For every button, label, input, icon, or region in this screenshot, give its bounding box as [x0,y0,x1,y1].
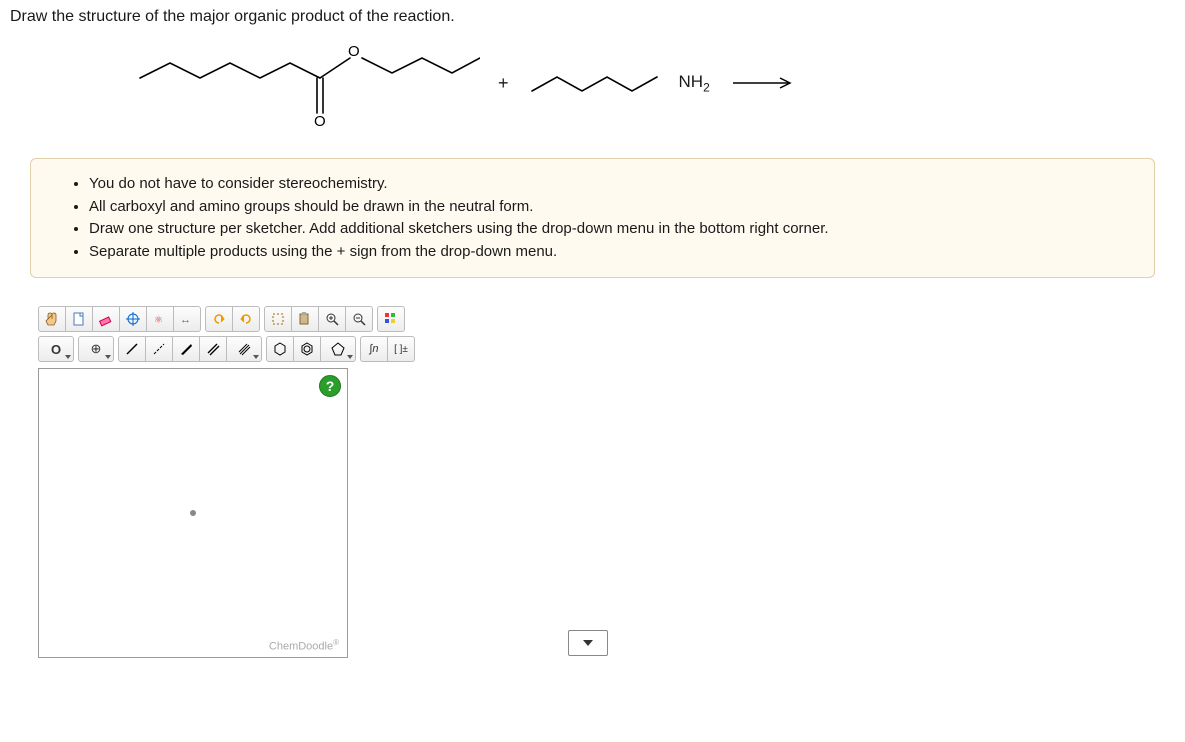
charge-tool-icon[interactable]: [ ]± [387,336,415,362]
amine-label: NH2 [679,72,710,94]
benzene-icon[interactable] [293,336,321,362]
add-sketcher-dropdown[interactable] [568,630,608,656]
add-atom-button[interactable]: ⊕ [78,336,114,362]
flip-icon[interactable]: ↔ [173,306,201,332]
amine-structure [527,63,677,103]
question-prompt: Draw the structure of the major organic … [10,8,1175,26]
triple-bond-icon[interactable] [226,336,262,362]
instruction-item: All carboxyl and amino groups should be … [89,196,1136,219]
reaction-arrow [728,73,798,93]
reaction-scheme: O O + NH2 [10,38,1175,128]
svg-text:O: O [314,113,326,128]
toolbar-row-2: O ⊕ ∫n [ ]± [38,336,618,362]
eraser-icon[interactable] [92,306,120,332]
sketcher-area: ⚛ ↔ O ⊕ ∫n [38,306,618,658]
help-button[interactable]: ? [319,375,341,397]
instruction-item: Draw one structure per sketcher. Add add… [89,218,1136,241]
redo-icon[interactable] [232,306,260,332]
svg-text:O: O [348,43,360,60]
chemdoodle-watermark: ChemDoodle® [269,638,339,653]
chevron-down-icon [583,640,593,646]
zoom-out-icon[interactable] [345,306,373,332]
toolbar-row-1: ⚛ ↔ [38,306,618,332]
cyclopentane-icon[interactable] [320,336,356,362]
undo-icon[interactable] [205,306,233,332]
chain-tool-icon[interactable]: ∫n [360,336,388,362]
color-icon[interactable] [377,306,405,332]
cyclohexane-icon[interactable] [266,336,294,362]
canvas-center-dot [190,510,196,516]
clean-icon[interactable]: ⚛ [146,306,174,332]
move-hand-icon[interactable] [38,306,66,332]
wedge-bond-icon[interactable] [172,336,200,362]
double-bond-icon[interactable] [199,336,227,362]
document-icon[interactable] [65,306,93,332]
recessed-bond-icon[interactable] [145,336,173,362]
drawing-canvas[interactable]: ? ChemDoodle® [38,368,348,658]
svg-text:↔: ↔ [180,314,191,326]
plus-symbol: + [498,73,509,94]
instruction-item: Separate multiple products using the + s… [89,241,1136,264]
ester-structure: O O [130,38,480,128]
svg-text:⚛: ⚛ [154,315,163,326]
zoom-in-icon[interactable] [318,306,346,332]
single-bond-icon[interactable] [118,336,146,362]
instruction-item: You do not have to consider stereochemis… [89,173,1136,196]
instructions-panel: You do not have to consider stereochemis… [30,158,1155,278]
center-icon[interactable] [119,306,147,332]
cut-icon[interactable] [264,306,292,332]
oxygen-button[interactable]: O [38,336,74,362]
paste-icon[interactable] [291,306,319,332]
